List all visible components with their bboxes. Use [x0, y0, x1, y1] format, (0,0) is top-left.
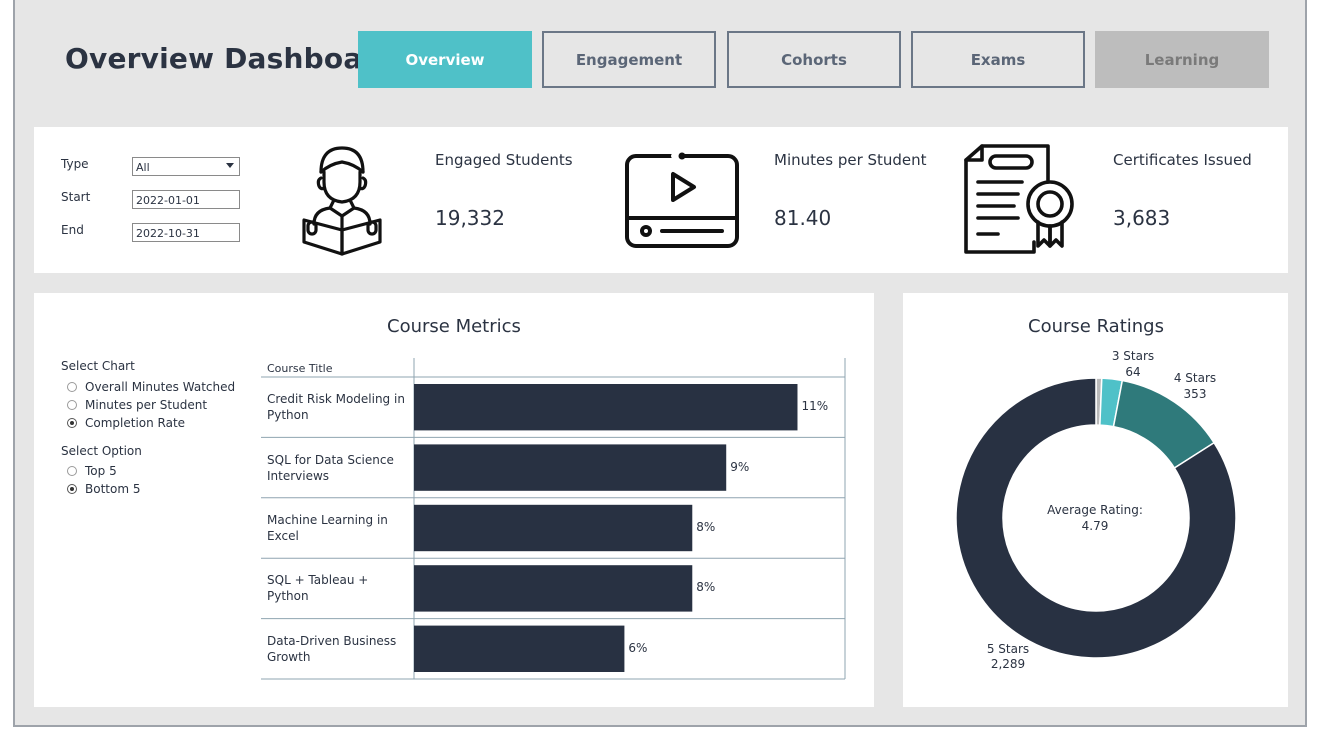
radio-label: Bottom 5 [85, 482, 141, 496]
start-date-input[interactable]: 2022-01-01 [132, 190, 240, 209]
type-dropdown-value: All [136, 161, 150, 174]
course-title-header: Course Title [267, 362, 333, 375]
bar-0[interactable] [414, 384, 798, 431]
radio-completion-rate[interactable]: Completion Rate [67, 416, 185, 430]
average-rating-label: Average Rating: [1047, 503, 1143, 517]
average-rating-value: 4.79 [1081, 519, 1109, 533]
five-stars-label: 5 Stars [986, 642, 1030, 656]
tab-overview[interactable]: Overview [358, 31, 532, 88]
radio-button-selected[interactable] [67, 484, 77, 494]
tab-learning[interactable]: Learning [1095, 31, 1269, 88]
radio-label: Minutes per Student [85, 398, 208, 412]
course-title-cell: SQL + Tableau + Python [267, 573, 369, 604]
radio-overall-minutes[interactable]: Overall Minutes Watched [67, 380, 235, 394]
select-option-label: Select Option [61, 444, 142, 458]
course-title-cell: SQL for Data Science Interviews [267, 452, 394, 483]
radio-minutes-per-student[interactable]: Minutes per Student [67, 398, 207, 412]
tab-engagement[interactable]: Engagement [542, 31, 716, 88]
certificate-icon [964, 144, 1074, 254]
select-chart-label: Select Chart [61, 359, 135, 373]
bar-value-label: 11% [801, 399, 829, 414]
bar-value-label: 6% [628, 640, 648, 655]
radio-label: Completion Rate [85, 416, 186, 430]
radio-button[interactable] [67, 466, 77, 476]
page-title: Overview Dashboard [65, 42, 397, 75]
bar-value-label: 8% [696, 580, 716, 595]
engaged-students-title: Engaged Students [435, 151, 573, 169]
start-filter-label: Start [61, 190, 91, 204]
five-stars-value: 2,289 [990, 657, 1026, 671]
radio-button[interactable] [67, 382, 77, 392]
bar-1[interactable] [414, 444, 727, 491]
radio-label: Overall Minutes Watched [85, 380, 236, 394]
bar-value-label: 9% [730, 459, 750, 474]
course-ratings-donut-chart [955, 377, 1237, 659]
radio-bottom-5[interactable]: Bottom 5 [67, 482, 140, 496]
three-stars-label: 3 Stars [1111, 349, 1155, 363]
four-stars-value: 353 [1183, 387, 1207, 401]
tab-exams[interactable]: Exams [911, 31, 1085, 88]
course-title-cell: Machine Learning in Excel [267, 512, 388, 543]
chevron-down-icon [226, 163, 234, 168]
five-stars-slice[interactable] [955, 377, 1237, 659]
course-title-cell: Credit Risk Modeling in Python [267, 392, 405, 423]
minutes-per-student-value: 81.40 [774, 206, 832, 230]
four-stars-label: 4 Stars [1173, 371, 1217, 385]
radio-top-5[interactable]: Top 5 [67, 464, 117, 478]
radio-button-selected[interactable] [67, 418, 77, 428]
certificates-issued-value: 3,683 [1113, 206, 1171, 230]
engaged-students-value: 19,332 [435, 206, 505, 230]
bar-4[interactable] [414, 625, 625, 672]
student-reading-icon [302, 146, 382, 256]
bar-3[interactable] [414, 565, 693, 612]
radio-button[interactable] [67, 400, 77, 410]
type-filter-label: Type [61, 157, 89, 171]
tab-cohorts[interactable]: Cohorts [727, 31, 901, 88]
radio-label: Top 5 [85, 464, 117, 478]
bar-2[interactable] [414, 504, 693, 552]
minutes-per-student-title: Minutes per Student [774, 151, 927, 169]
kpi-card [34, 127, 1288, 273]
end-date-input[interactable]: 2022-10-31 [132, 223, 240, 242]
video-player-icon [625, 152, 739, 248]
course-metrics-title: Course Metrics [387, 316, 521, 337]
end-filter-label: End [61, 223, 84, 237]
certificates-issued-title: Certificates Issued [1113, 151, 1252, 169]
bar-value-label: 8% [696, 520, 716, 534]
course-title-cell: Data-Driven Business Growth [267, 633, 397, 664]
three-stars-value: 64 [1125, 365, 1141, 379]
course-ratings-title: Course Ratings [1028, 316, 1164, 337]
type-dropdown[interactable]: All [132, 157, 240, 176]
